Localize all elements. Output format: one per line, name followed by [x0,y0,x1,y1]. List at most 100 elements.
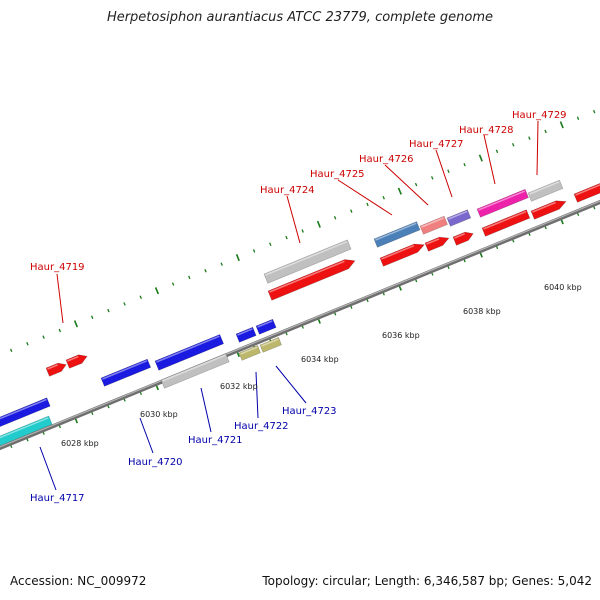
upper-tick [154,287,160,295]
gene-label-haur-4722: Haur_4722 [234,421,289,432]
gene-haur-4719b [65,354,88,369]
scale-label-6038: 6038 kbp [463,307,501,316]
gene-haur-4726-highlight [426,238,440,245]
upper-tick [495,149,499,154]
upper-tick [58,328,62,333]
upper-tick [73,320,79,328]
gene-haur-4729-gray [527,179,564,202]
scale-labels: 6028 kbp 6030 kbp 6032 kbp 6034 kbp 6036… [61,283,582,448]
gene-haur-4728-magenta-highlight [478,190,526,211]
scale-label-6030: 6030 kbp [140,410,178,419]
upper-tick-row [9,109,596,353]
gene-haur-4721-blue [154,334,224,371]
gene-haur-4717 [0,397,51,427]
upper-tick [252,249,256,253]
scale-label-6032: 6032 kbp [220,382,258,391]
gene-haur-4724 [267,259,356,301]
gene-haur-4719a-highlight [47,364,58,370]
gene-haur-4719a [45,362,67,377]
upper-tick [447,169,450,174]
upper-tick [269,242,272,246]
gene-haur-4729-highlight [532,201,556,213]
gene-haur-4717-cyan-highlight [0,417,49,439]
gene-features [0,179,600,446]
gene-haur-4729 [530,200,567,220]
upper-tick [301,229,304,233]
gene-haur-4726-pink-highlight [421,217,444,228]
gene-haur-4727 [452,231,474,246]
gene-haur-4720 [100,358,152,387]
upper-tick [9,348,13,353]
gene-haur-4717-cyan [0,415,53,446]
upper-tick [511,143,515,147]
gene-haur-4719b-highlight [67,355,79,362]
gene-haur-4725-highlight [381,245,415,260]
gene-haur-4723 [259,337,282,353]
gene-label-haur-4725: Haur_4725 [310,169,365,180]
genome-backbone [0,199,600,451]
upper-tick [171,282,175,286]
gene-label-haur-4717: Haur_4717 [30,493,85,504]
gene-haur-4724-highlight [269,260,345,293]
gene-haur-4727-highlight [454,233,465,239]
gene-haur-4729-gray-highlight [529,181,560,195]
upper-tick [544,129,547,134]
gene-haur-4722-blue-highlight [237,328,253,336]
gene-label-haur-4720: Haur_4720 [128,457,183,468]
lower-tick-row [9,205,596,449]
gene-haur-4721 [160,353,230,389]
upper-tick [333,215,337,220]
gene-haur-4725 [379,243,425,267]
scale-label-6036: 6036 kbp [382,331,420,340]
gene-haur-4727-purple-highlight [448,210,468,220]
accession-text: Accession: NC_009972 [10,574,147,588]
scale-label-6040: 6040 kbp [544,283,582,292]
gene-label-haur-4719: Haur_4719 [30,262,85,273]
upper-tick [366,202,369,207]
gene-haur-4717-highlight [0,398,47,420]
upper-tick [123,302,126,306]
upper-tick [204,269,207,273]
gene-label-haur-4724: Haur_4724 [260,185,315,196]
upper-tick [235,254,240,262]
gene-haur-4726-pink [419,215,448,235]
upper-tick [397,187,402,195]
gene-haur-4721-blue-highlight [156,335,220,363]
gene-haur-4725-blue-highlight [375,222,417,241]
gene-label-haur-4721: Haur_4721 [188,435,243,446]
upper-tick [576,116,580,120]
upper-tick [285,235,288,240]
gene-haur-4722-blue [235,326,257,343]
upper-tick [463,162,466,167]
reverse-gene-labels: Haur_4717 Haur_4720 Haur_4721 Haur_4722 … [30,406,337,504]
upper-tick [592,109,596,114]
gene-label-haur-4728: Haur_4728 [459,125,514,136]
scale-label-6034: 6034 kbp [301,355,339,364]
upper-tick [431,176,434,180]
gene-haur-4722 [238,345,261,361]
gene-edge-red [573,182,600,203]
upper-tick [382,196,385,200]
topology-text: Topology: circular; Length: 6,346,587 bp… [262,574,592,588]
gene-haur-4723-highlight [261,338,279,347]
gene-label-haur-4727: Haur_4727 [409,139,464,150]
gene-haur-4728-magenta [476,188,529,218]
gene-4724-gray [263,239,352,284]
forward-gene-labels: Haur_4719 Haur_4724 Haur_4725 Haur_4726 … [30,110,567,273]
gene-haur-4721-highlight [162,354,226,382]
gene-haur-4726 [424,236,450,252]
upper-tick [107,308,110,313]
gene-haur-4728-highlight [483,210,527,230]
upper-tick [220,262,223,266]
upper-tick [90,315,94,319]
upper-tick [26,342,29,346]
upper-tick [414,182,418,187]
gene-haur-4727-purple [446,209,472,227]
gene-haur-4720-highlight [102,360,148,380]
genome-backbone-highlight [0,200,600,448]
upper-tick [316,220,321,228]
gene-haur-4725-blue [373,221,421,248]
gene-label-haur-4723: Haur_4723 [282,406,337,417]
label-leaders [39,120,539,491]
gene-edge-red-highlight [575,184,600,196]
